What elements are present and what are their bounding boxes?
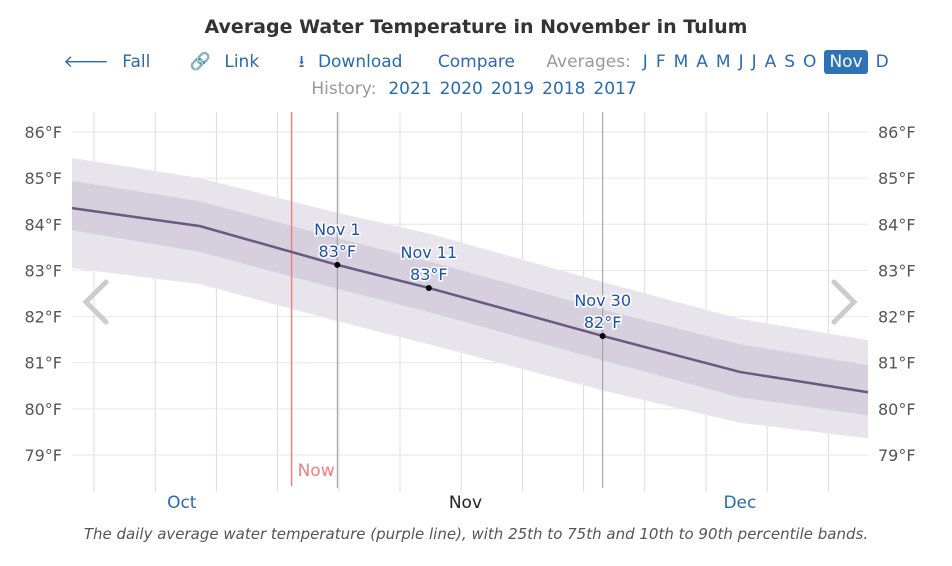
month-0[interactable]: J: [642, 52, 648, 72]
marker-date-label: Nov 11: [400, 243, 457, 262]
month-2[interactable]: M: [673, 52, 689, 72]
history-year[interactable]: 2021: [388, 79, 432, 99]
history-year[interactable]: 2020: [439, 79, 483, 99]
link-icon: 🔗: [189, 52, 211, 72]
month-1[interactable]: F: [655, 52, 666, 72]
history-label: History:: [311, 79, 377, 99]
month-6[interactable]: J: [751, 52, 757, 72]
now-label: Now: [298, 461, 335, 481]
history-year[interactable]: 2018: [542, 79, 586, 99]
back-button[interactable]: 🡐 Fall: [63, 52, 151, 72]
y-tick-label-right: 79°F: [878, 446, 916, 465]
y-tick-label-right: 86°F: [878, 123, 916, 142]
x-tick-label: Oct: [167, 493, 197, 513]
history-bar: History: 2021 2020 2019 2018 2017: [0, 79, 952, 99]
y-tick-label-left: 83°F: [24, 261, 62, 280]
y-tick-label-right: 81°F: [878, 354, 916, 373]
month-4[interactable]: M: [715, 52, 731, 72]
chart-title: Average Water Temperature in November in…: [204, 16, 748, 38]
download-icon: ⭳: [298, 52, 305, 72]
y-tick-label-left: 84°F: [24, 215, 62, 234]
chevron-right-icon[interactable]: [831, 279, 858, 325]
y-tick-label-left: 81°F: [24, 354, 62, 373]
arrow-left-icon: 🡐: [63, 52, 109, 72]
y-tick-label-left: 80°F: [24, 400, 62, 419]
y-tick-label-right: 82°F: [878, 308, 916, 327]
chevron-left-icon[interactable]: [82, 279, 109, 325]
month-8[interactable]: S: [784, 52, 796, 72]
marker-date-label: Nov 1: [314, 220, 361, 239]
marker-point: [599, 332, 606, 339]
y-tick-label-left: 82°F: [24, 308, 62, 327]
month-3[interactable]: A: [696, 52, 708, 72]
y-tick-label-left: 85°F: [24, 169, 62, 188]
marker-value-label: 83°F: [319, 242, 357, 261]
y-tick-label-right: 85°F: [878, 169, 916, 188]
x-tick-label: Dec: [723, 493, 756, 513]
history-year[interactable]: 2017: [593, 79, 637, 99]
month-10[interactable]: Nov: [824, 50, 868, 74]
marker-point: [425, 284, 432, 291]
y-tick-label-right: 84°F: [878, 215, 916, 234]
toolbar: 🡐 Fall 🔗 Link ⭳ Download Compare Average…: [0, 49, 952, 78]
y-tick-label-left: 79°F: [24, 446, 62, 465]
marker-value-label: 83°F: [410, 265, 448, 284]
marker-value-label: 82°F: [584, 313, 622, 332]
month-9[interactable]: O: [803, 52, 817, 72]
link-button[interactable]: 🔗 Link: [189, 52, 260, 72]
month-5[interactable]: J: [738, 52, 744, 72]
history-year[interactable]: 2019: [490, 79, 535, 99]
temperature-chart: 79°F 79°F 80°F 80°F 81°F 81°F 82°F 82°F 83°F 83°F…: [24, 112, 916, 513]
y-tick-label-right: 83°F: [878, 261, 916, 280]
averages-label: Averages:: [546, 52, 631, 72]
y-tick-label-left: 86°F: [24, 123, 62, 142]
download-button[interactable]: ⭳ Download: [298, 52, 403, 72]
y-tick-label-right: 80°F: [878, 400, 916, 419]
chart-caption: The daily average water temperature (pur…: [83, 525, 869, 543]
compare-button[interactable]: Compare: [437, 52, 515, 72]
month-7[interactable]: A: [764, 52, 777, 72]
month-11[interactable]: D: [875, 52, 889, 72]
x-tick-label: Nov: [449, 493, 482, 513]
marker-point: [334, 261, 341, 268]
marker-date-label: Nov 30: [574, 291, 631, 310]
